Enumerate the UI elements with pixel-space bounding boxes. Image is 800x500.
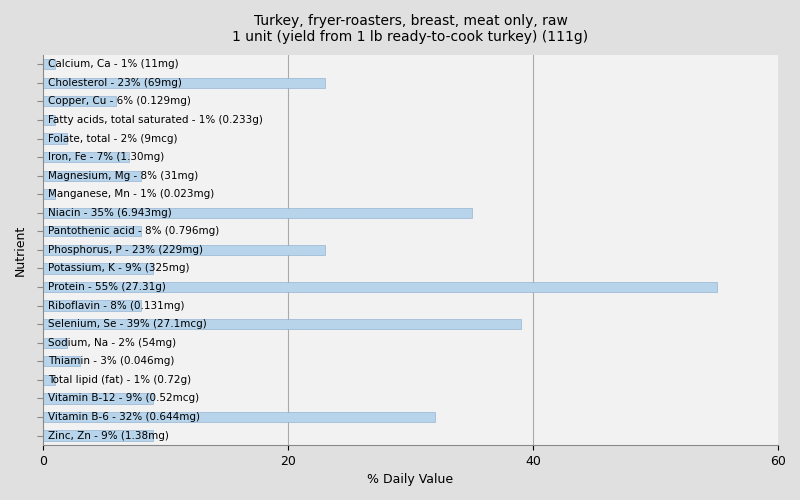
Text: Iron, Fe - 7% (1.30mg): Iron, Fe - 7% (1.30mg) (48, 152, 164, 162)
Bar (43, 356, 80, 366)
Text: Total lipid (fat) - 1% (0.72g): Total lipid (fat) - 1% (0.72g) (48, 375, 191, 385)
Bar (43, 338, 67, 348)
Bar (43, 208, 472, 218)
Text: Thiamin - 3% (0.046mg): Thiamin - 3% (0.046mg) (48, 356, 174, 366)
Bar (43, 300, 141, 310)
Bar (43, 78, 325, 88)
Bar (43, 430, 153, 440)
Text: Fatty acids, total saturated - 1% (0.233g): Fatty acids, total saturated - 1% (0.233… (48, 115, 262, 125)
Text: Cholesterol - 23% (69mg): Cholesterol - 23% (69mg) (48, 78, 182, 88)
Bar (43, 245, 325, 255)
Y-axis label: Nutrient: Nutrient (14, 224, 27, 276)
Bar (43, 319, 521, 330)
Text: Vitamin B-12 - 9% (0.52mcg): Vitamin B-12 - 9% (0.52mcg) (48, 394, 199, 404)
Text: Niacin - 35% (6.943mg): Niacin - 35% (6.943mg) (48, 208, 171, 218)
Bar (43, 134, 67, 143)
Bar (43, 189, 55, 200)
Bar (43, 152, 129, 162)
Bar (43, 412, 435, 422)
Text: Manganese, Mn - 1% (0.023mg): Manganese, Mn - 1% (0.023mg) (48, 189, 214, 199)
Title: Turkey, fryer-roasters, breast, meat only, raw
1 unit (yield from 1 lb ready-to-: Turkey, fryer-roasters, breast, meat onl… (233, 14, 589, 44)
Bar (43, 115, 55, 125)
X-axis label: % Daily Value: % Daily Value (367, 473, 454, 486)
Bar (43, 282, 717, 292)
Text: Zinc, Zn - 9% (1.38mg): Zinc, Zn - 9% (1.38mg) (48, 430, 169, 440)
Text: Folate, total - 2% (9mcg): Folate, total - 2% (9mcg) (48, 134, 178, 143)
Bar (43, 59, 55, 70)
Bar (43, 226, 141, 236)
Text: Selenium, Se - 39% (27.1mcg): Selenium, Se - 39% (27.1mcg) (48, 319, 206, 329)
Text: Copper, Cu - 6% (0.129mg): Copper, Cu - 6% (0.129mg) (48, 96, 190, 106)
Bar (43, 170, 141, 181)
Text: Potassium, K - 9% (325mg): Potassium, K - 9% (325mg) (48, 264, 190, 274)
Text: Magnesium, Mg - 8% (31mg): Magnesium, Mg - 8% (31mg) (48, 170, 198, 180)
Bar (43, 96, 116, 106)
Text: Riboflavin - 8% (0.131mg): Riboflavin - 8% (0.131mg) (48, 300, 184, 310)
Text: Pantothenic acid - 8% (0.796mg): Pantothenic acid - 8% (0.796mg) (48, 226, 219, 236)
Text: Protein - 55% (27.31g): Protein - 55% (27.31g) (48, 282, 166, 292)
Text: Sodium, Na - 2% (54mg): Sodium, Na - 2% (54mg) (48, 338, 176, 347)
Bar (43, 375, 55, 385)
Text: Phosphorus, P - 23% (229mg): Phosphorus, P - 23% (229mg) (48, 245, 202, 255)
Text: Calcium, Ca - 1% (11mg): Calcium, Ca - 1% (11mg) (48, 60, 178, 70)
Text: Vitamin B-6 - 32% (0.644mg): Vitamin B-6 - 32% (0.644mg) (48, 412, 200, 422)
Bar (43, 394, 153, 404)
Bar (43, 264, 153, 274)
